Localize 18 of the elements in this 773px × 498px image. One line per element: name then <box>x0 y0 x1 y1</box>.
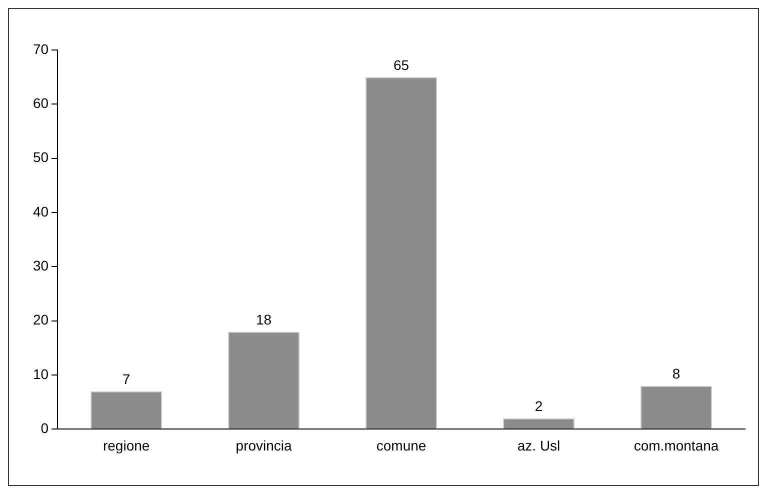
data-label: 65 <box>393 56 410 73</box>
y-tick-label: 50 <box>32 149 49 166</box>
x-tick-label: az. Usl <box>517 437 560 454</box>
x-tick-label: com.montana <box>634 437 719 454</box>
x-tick-label: regione <box>102 437 150 454</box>
y-tick-label: 70 <box>32 40 49 57</box>
data-label: 2 <box>534 398 543 414</box>
y-tick-label: 10 <box>32 366 49 382</box>
y-tick-label: 0 <box>40 420 49 436</box>
x-tick-label: comune <box>376 437 426 454</box>
y-tick-label: 20 <box>32 312 49 328</box>
y-tick-label: 40 <box>32 203 49 220</box>
data-label: 18 <box>256 312 272 328</box>
y-tick-label: 30 <box>32 258 49 274</box>
data-label: 8 <box>672 366 680 382</box>
data-label: 7 <box>122 371 130 388</box>
x-tick-label: provincia <box>236 437 292 454</box>
y-tick-label: 60 <box>32 95 49 112</box>
